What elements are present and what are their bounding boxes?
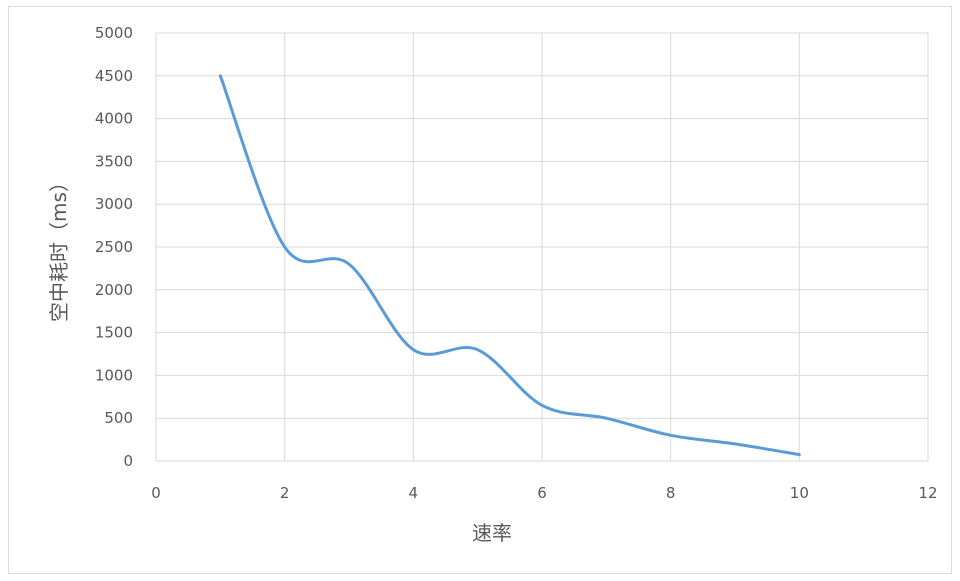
x-axis-title: 速率 [472,521,512,545]
y-tick-label: 5000 [95,24,133,42]
y-tick-label: 2000 [95,281,133,299]
series-line [218,74,801,457]
y-tick-label: 1000 [95,366,133,384]
y-tick-label: 3000 [95,195,133,213]
series-layer [218,74,801,457]
y-axis-tick-labels: 0 500 1000 1500 2000 2500 3000 3500 4000 4500 5000 [95,24,133,470]
x-tick-label: 12 [918,484,937,502]
y-tick-label: 0 [123,452,133,470]
x-tick-label: 10 [790,484,809,502]
y-tick-label: 500 [104,409,133,427]
y-tick-label: 2500 [95,238,133,256]
x-axis-tick-labels: 0 2 4 6 8 10 12 [151,484,937,502]
y-tick-label: 3500 [95,152,133,170]
y-tick-label: 4500 [95,67,133,85]
x-tick-label: 4 [409,484,419,502]
y-axis-title: 空中耗时（ms） [47,172,71,322]
y-tick-label: 4000 [95,110,133,128]
x-tick-label: 8 [666,484,676,502]
x-tick-label: 6 [537,484,547,502]
x-tick-label: 2 [280,484,290,502]
y-tick-label: 1500 [95,324,133,342]
x-tick-label: 0 [151,484,161,502]
